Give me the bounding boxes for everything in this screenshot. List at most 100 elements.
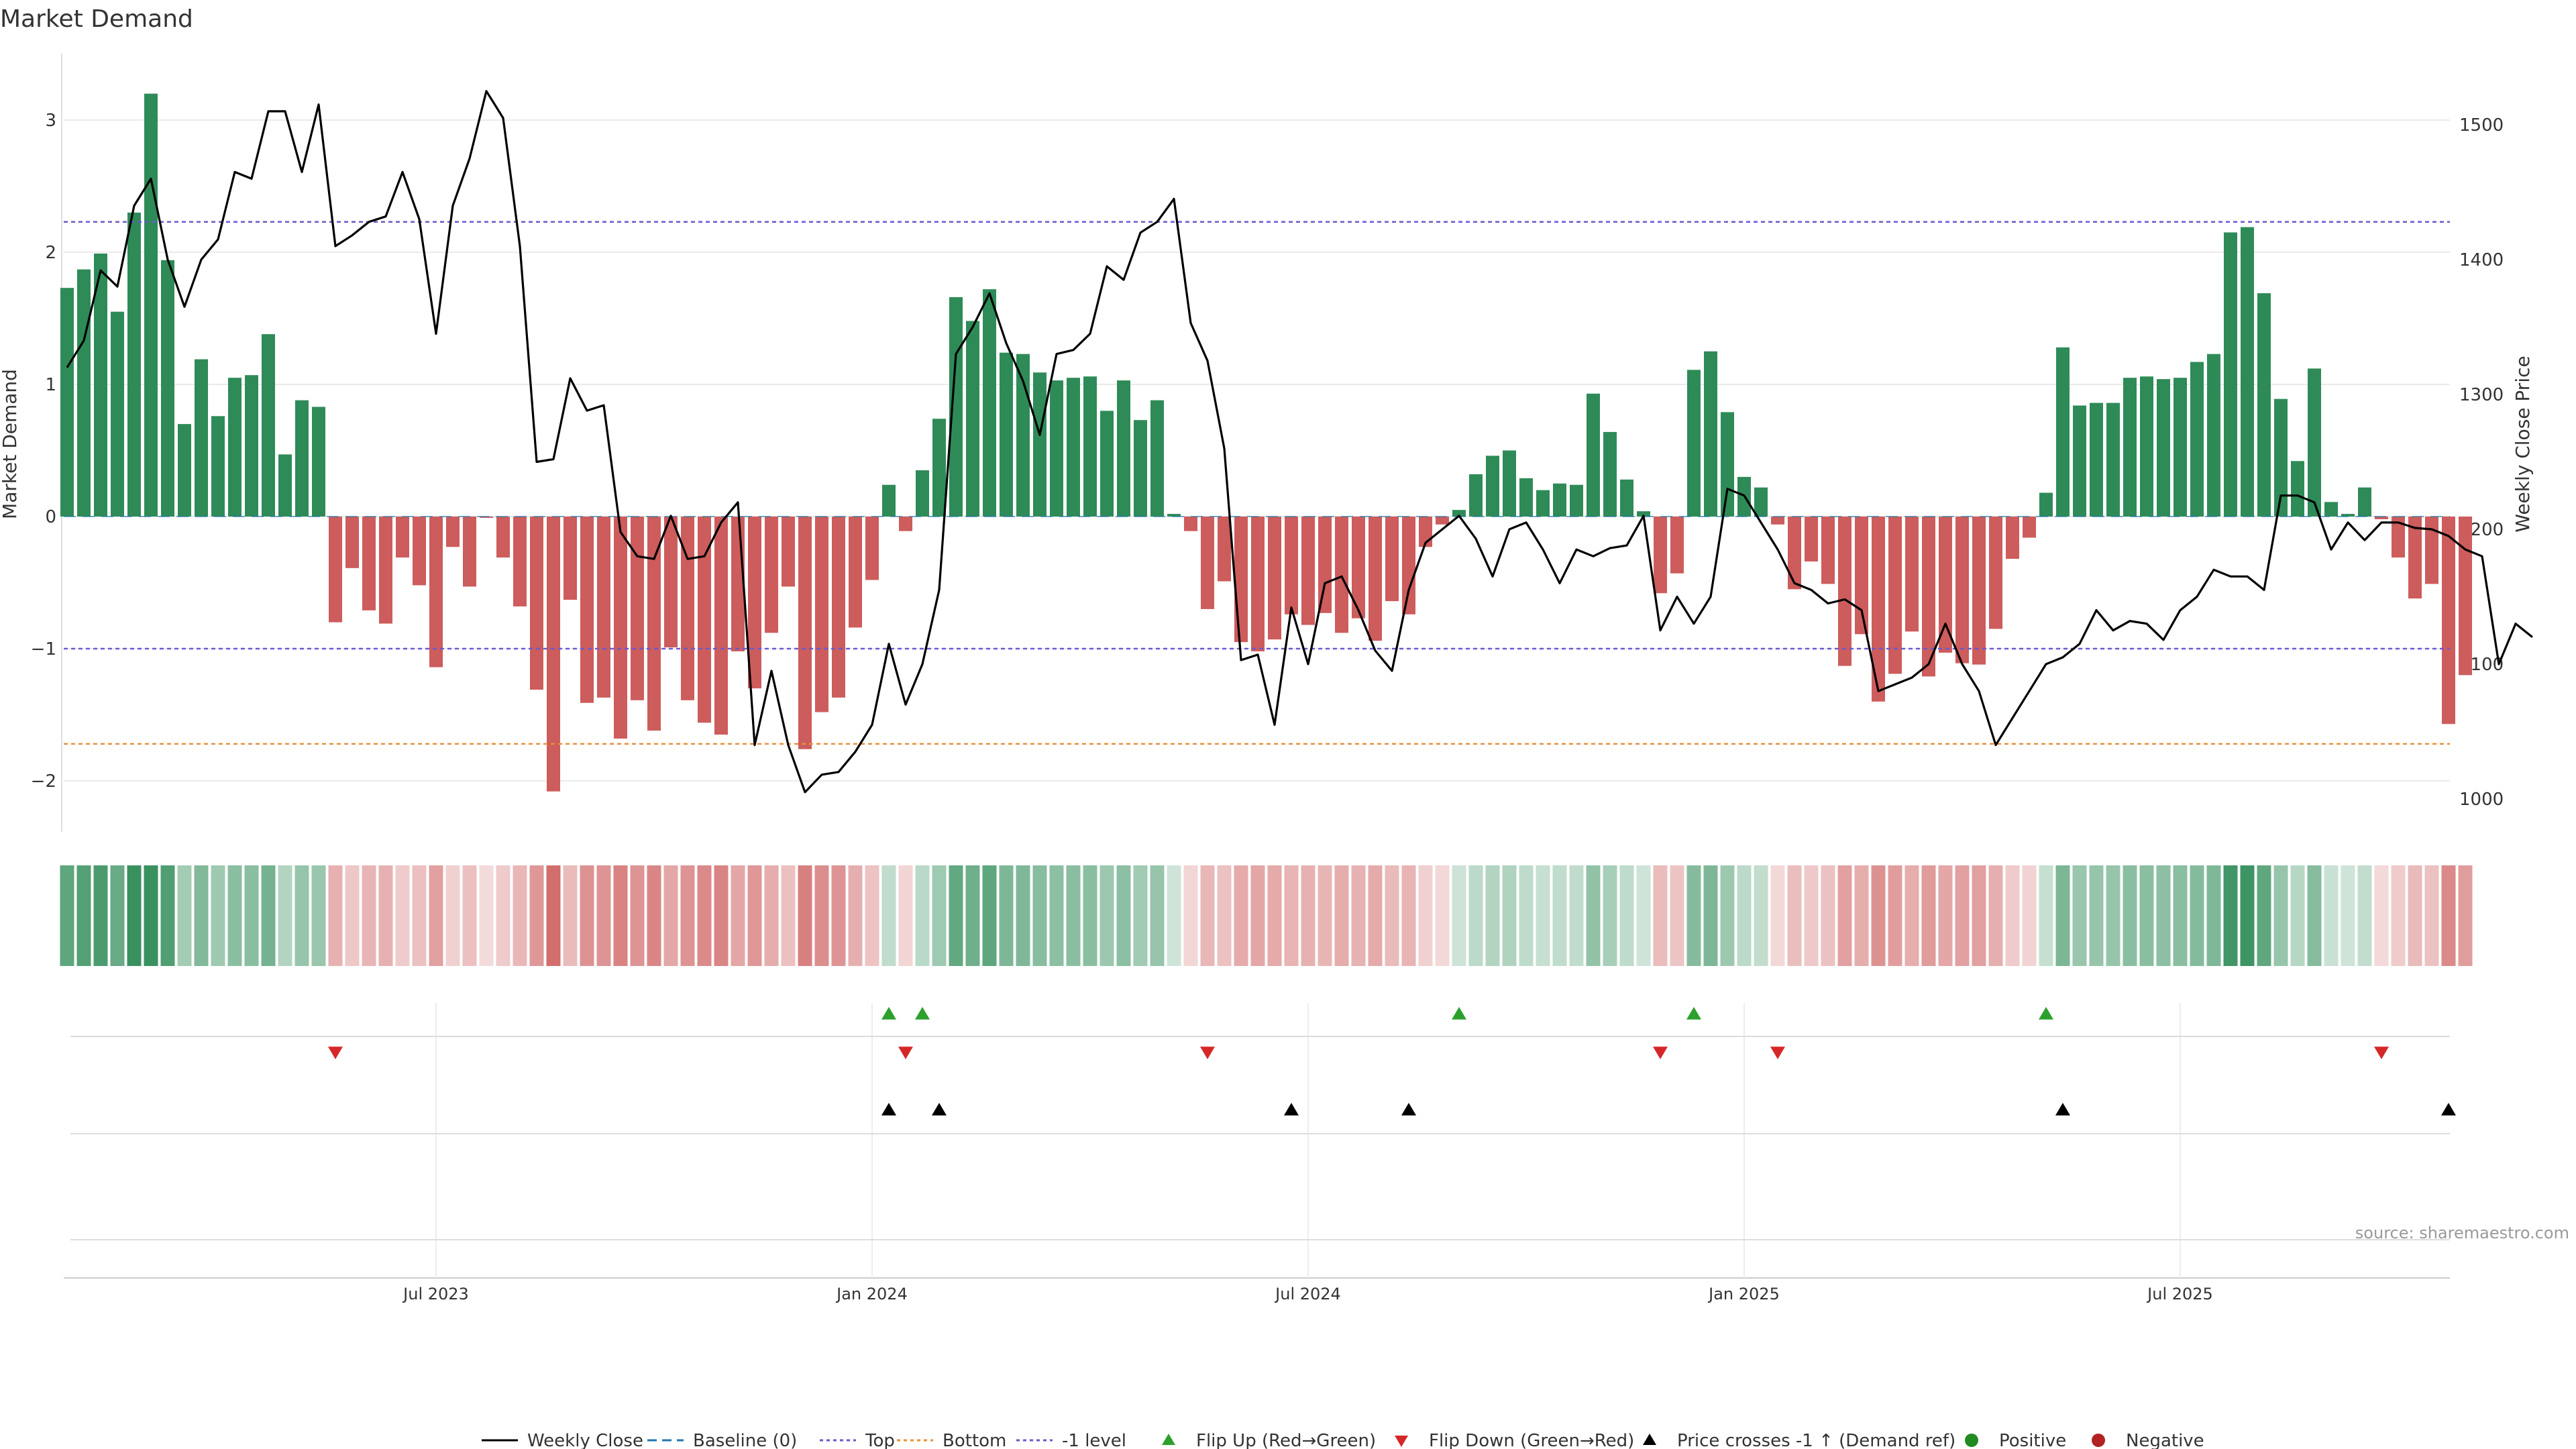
heat-cell	[1988, 865, 2003, 966]
demand-bar	[1754, 487, 1768, 517]
heat-cell	[1301, 865, 1316, 966]
flip-down-marker	[1653, 1046, 1668, 1059]
demand-bar	[1000, 352, 1013, 517]
demand-bar	[1553, 483, 1566, 517]
heat-cell	[194, 865, 209, 966]
heat-cell	[513, 865, 527, 966]
heat-cell	[2240, 865, 2255, 966]
demand-bar	[1888, 517, 1902, 674]
demand-bar	[2224, 232, 2237, 517]
demand-bar	[1067, 378, 1080, 517]
legend-swatch	[1395, 1436, 1408, 1447]
y-axis-label: Market Demand	[0, 369, 21, 519]
heat-cell	[1552, 865, 1567, 966]
heat-cell	[865, 865, 879, 966]
heat-cell	[2424, 865, 2439, 966]
heat-cell	[244, 865, 259, 966]
heat-cell	[127, 865, 142, 966]
demand-bar	[1402, 517, 1415, 614]
price-cross-marker	[932, 1103, 947, 1116]
demand-bar	[614, 517, 627, 739]
heat-cell	[2022, 865, 2037, 966]
legend-swatch	[2092, 1434, 2105, 1447]
demand-bar	[2056, 347, 2070, 517]
flip-up-marker	[2039, 1007, 2053, 1020]
demand-bar	[2324, 502, 2338, 517]
heat-cell	[479, 865, 494, 966]
demand-bar	[1922, 517, 1935, 677]
demand-bar	[1234, 517, 1248, 643]
heat-cell	[1854, 865, 1869, 966]
price-cross-marker	[2441, 1103, 2456, 1116]
y-tick-label: 2	[45, 243, 56, 263]
heat-cell	[1837, 865, 1852, 966]
demand-bar	[1721, 412, 1734, 517]
price-cross-marker	[1401, 1103, 1416, 1116]
heat-cell	[395, 865, 410, 966]
heat-cell	[76, 865, 91, 966]
demand-bar	[1368, 517, 1382, 641]
heat-cell	[1267, 865, 1282, 966]
demand-bars	[60, 93, 2472, 792]
heat-cell	[881, 865, 896, 966]
demand-bar	[899, 517, 912, 531]
demand-bar	[1805, 517, 1818, 561]
y2-tick-label: 1500	[2459, 115, 2504, 136]
heat-cell	[1619, 865, 1634, 966]
heat-cell	[999, 865, 1014, 966]
demand-bar	[2425, 517, 2438, 584]
demand-bar	[1670, 517, 1684, 574]
heat-cell	[60, 865, 74, 966]
flip-up-marker	[881, 1007, 896, 1020]
demand-bar	[2174, 378, 2187, 517]
source-credit: source: sharemaestro.com	[2355, 1224, 2569, 1242]
demand-bar	[1117, 380, 1130, 517]
demand-bar	[580, 517, 594, 703]
heat-cell	[345, 865, 360, 966]
demand-bar	[345, 517, 359, 568]
legend-swatch	[1965, 1434, 1978, 1447]
demand-bar	[1905, 517, 1919, 632]
heat-cell	[2273, 865, 2288, 966]
demand-bar	[932, 419, 946, 517]
heat-cell	[1921, 865, 1936, 966]
demand-bar	[2274, 398, 2288, 517]
demand-bar	[798, 517, 812, 749]
demand-bar	[966, 321, 979, 517]
heat-cell	[848, 865, 863, 966]
heat-cell	[328, 865, 343, 966]
heat-cell	[1133, 865, 1148, 966]
flip-up-marker	[915, 1007, 930, 1020]
weekly-close-line	[66, 90, 2534, 794]
demand-bar	[2341, 514, 2355, 517]
demand-bar	[765, 517, 778, 633]
price-cross-marker	[1284, 1103, 1299, 1116]
demand-bar	[2006, 517, 2019, 559]
flip-down-marker	[1200, 1046, 1215, 1059]
heat-cell	[1049, 865, 1064, 966]
demand-bar	[882, 484, 896, 517]
legend-item: Price crosses -1 ↑ (Demand ref)	[1643, 1431, 1955, 1449]
demand-bar	[1637, 511, 1650, 517]
heat-cell	[2290, 865, 2305, 966]
demand-bar	[60, 288, 74, 517]
demand-bar	[1335, 517, 1348, 633]
demand-bar	[983, 289, 996, 517]
demand-bar	[631, 517, 644, 700]
demand-bar	[1201, 517, 1214, 609]
event-markers	[328, 1007, 2456, 1116]
heat-cell	[898, 865, 913, 966]
demand-bar	[2090, 402, 2103, 517]
heat-cell	[1703, 865, 1718, 966]
heat-cell	[1368, 865, 1383, 966]
demand-bar	[597, 517, 610, 698]
demand-bar	[94, 253, 107, 517]
heat-cell	[529, 865, 544, 966]
heat-cell	[144, 865, 158, 966]
heat-cell	[663, 865, 678, 966]
demand-bar	[1519, 478, 1533, 517]
demand-bar	[161, 260, 174, 517]
y2-tick-label: 1400	[2459, 250, 2504, 270]
heat-cell	[1720, 865, 1735, 966]
